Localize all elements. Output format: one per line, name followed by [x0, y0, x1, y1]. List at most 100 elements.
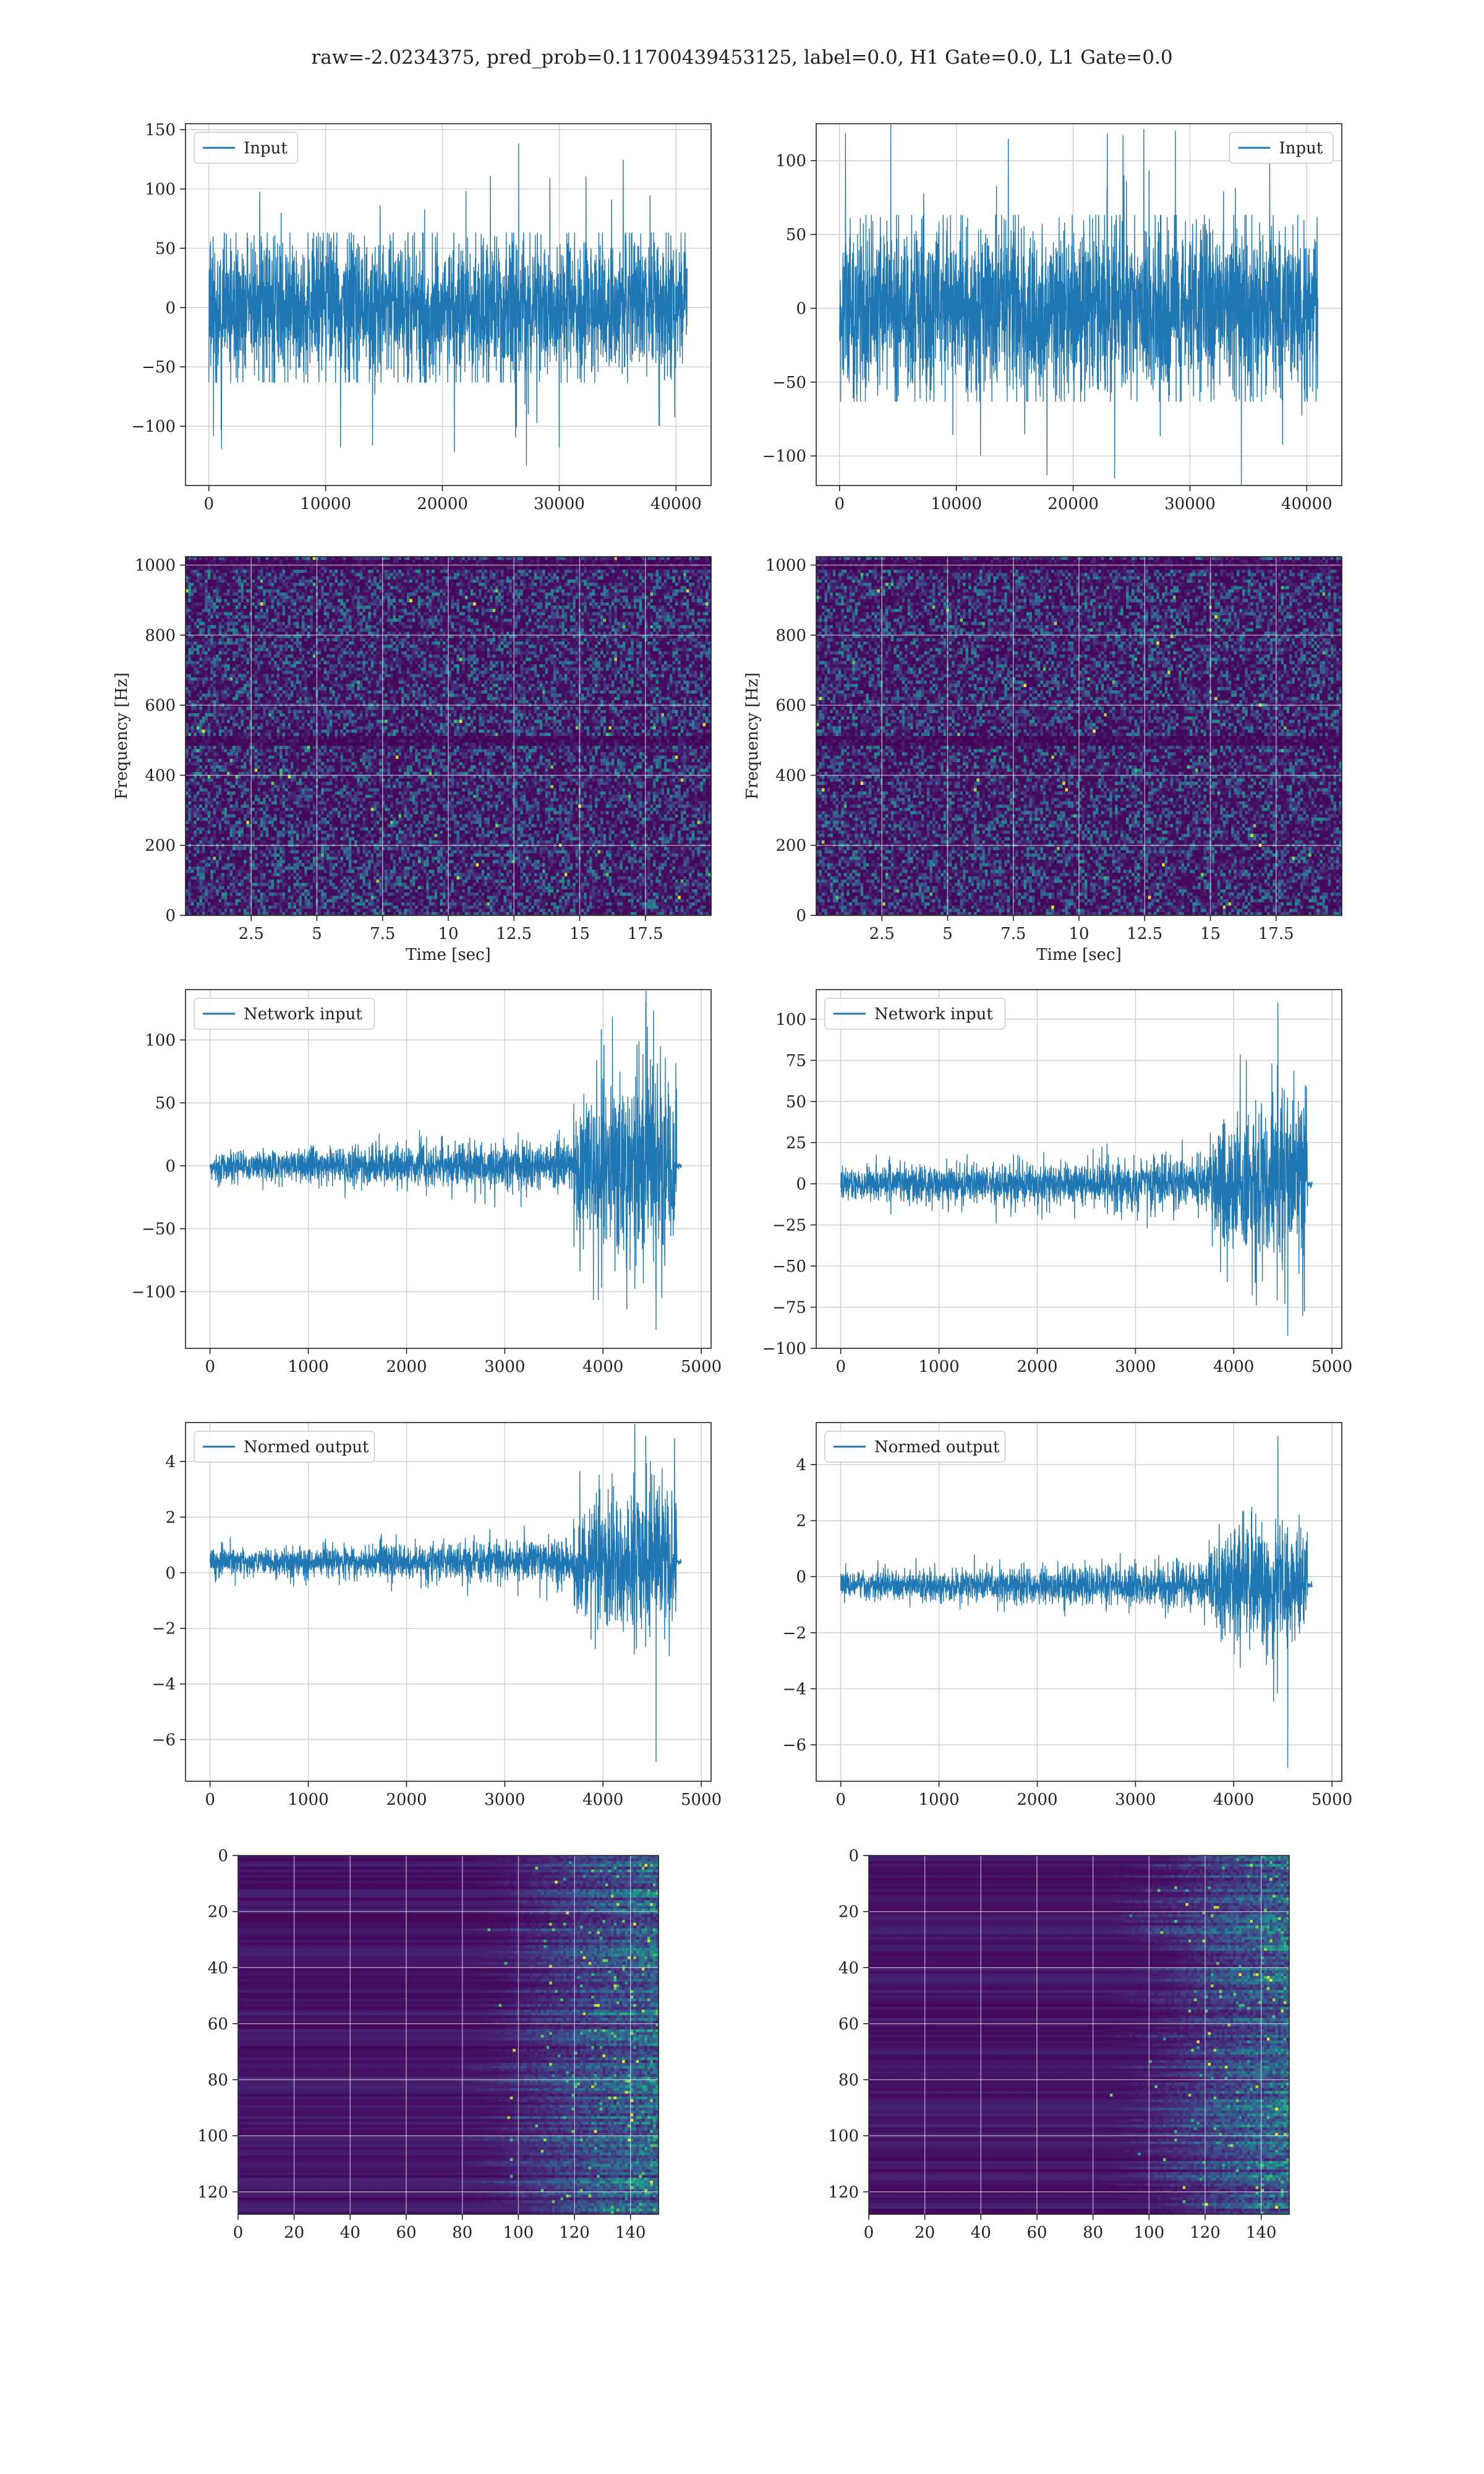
heatmap-cell [706, 567, 709, 570]
heatmap-cell [302, 567, 305, 570]
heatmap-cell [296, 580, 299, 583]
heatmap-cell [465, 583, 468, 586]
heatmap-cell [429, 583, 432, 586]
heatmap-cell [188, 573, 191, 576]
heatmap-cell [277, 557, 280, 560]
heatmap-cell [379, 560, 382, 563]
heatmap-cell [692, 580, 695, 583]
heatmap-cell [581, 583, 584, 586]
heatmap-cell [404, 583, 407, 586]
heatmap-cell [567, 567, 570, 570]
heatmap-cell [545, 576, 548, 580]
heatmap-cell [191, 567, 194, 570]
heatmap-cell [266, 570, 269, 573]
heatmap-cell [429, 567, 432, 570]
heatmap-cell [476, 583, 479, 586]
heatmap-cell [326, 583, 330, 586]
heatmap-cell [396, 570, 399, 573]
heatmap-cell [471, 560, 474, 563]
heatmap-cell [349, 560, 352, 563]
heatmap-cell [288, 576, 291, 580]
heatmap-cell [443, 560, 446, 563]
heatmap-cell [642, 576, 645, 580]
heatmap-cell [531, 573, 534, 576]
heatmap-cell [584, 576, 587, 580]
heatmap-cell [219, 573, 222, 576]
heatmap-cell [349, 576, 352, 580]
heatmap-cell [479, 570, 482, 573]
heatmap-cell [299, 557, 302, 560]
heatmap-cell [437, 573, 440, 576]
heatmap-cell [321, 573, 324, 576]
heatmap-cell [236, 580, 239, 583]
heatmap-cell [631, 583, 634, 586]
heatmap-cell [476, 557, 479, 560]
heatmap-cell [490, 567, 493, 570]
heatmap-cell [540, 583, 543, 586]
heatmap-cell [202, 567, 205, 570]
heatmap-cell [274, 583, 277, 586]
heatmap-cell [642, 557, 645, 560]
heatmap-cell [670, 557, 673, 560]
heatmap-cell [647, 576, 650, 580]
heatmap-cell [368, 567, 371, 570]
heatmap-cell [678, 567, 681, 570]
heatmap-cell [565, 576, 568, 580]
heatmap-cell [271, 570, 275, 573]
heatmap-cell [659, 557, 662, 560]
heatmap-cell [373, 567, 377, 570]
heatmap-cell [330, 557, 333, 560]
heatmap-cell [415, 560, 418, 563]
panel-input-h1: 0 10000 20000 30000 40000−100−50050100150Inp… [132, 121, 711, 513]
heatmap-cell [476, 580, 479, 583]
heatmap-cell [498, 570, 501, 573]
heatmap-cell [659, 573, 662, 576]
heatmap-cell [191, 580, 194, 583]
heatmap-cell [396, 573, 399, 576]
heatmap-cell [612, 560, 615, 563]
heatmap-cell [208, 557, 211, 560]
heatmap-cell [404, 576, 407, 580]
heatmap-cell [647, 557, 650, 560]
heatmap-cell [266, 557, 269, 560]
heatmap-cell [473, 567, 476, 570]
heatmap-cell [232, 580, 236, 583]
heatmap-cell [266, 576, 269, 580]
heatmap-cell [556, 567, 559, 570]
heatmap-cell [537, 560, 540, 563]
heatmap-cell [501, 567, 504, 570]
heatmap-cell [429, 557, 432, 560]
heatmap-cell [561, 567, 565, 570]
heatmap-cell [279, 557, 283, 560]
heatmap-cell [230, 580, 233, 583]
heatmap-cell [324, 560, 327, 563]
heatmap-cell [661, 557, 664, 560]
heatmap-cell [518, 580, 521, 583]
heatmap-cell [365, 576, 369, 580]
heatmap-cell [570, 583, 573, 586]
heatmap-cell [551, 557, 554, 560]
heatmap-cell [238, 570, 241, 573]
heatmap-cell [432, 570, 435, 573]
heatmap-cell [307, 576, 310, 580]
heatmap-cell [302, 570, 305, 573]
heatmap-cell [257, 583, 260, 586]
heatmap-cell [318, 580, 322, 583]
heatmap-cell [620, 567, 623, 570]
heatmap-cell [600, 557, 603, 560]
heatmap-cell [241, 583, 244, 586]
heatmap-cell [335, 567, 338, 570]
heatmap-cell [354, 567, 357, 570]
heatmap-cell [213, 573, 216, 576]
heatmap-cell [236, 560, 239, 563]
heatmap-cell [268, 580, 271, 583]
heatmap-cell [219, 567, 222, 570]
heatmap-cell [257, 557, 260, 560]
heatmap-cell [498, 557, 501, 560]
heatmap-cell [216, 560, 219, 563]
heatmap-cell [501, 570, 504, 573]
heatmap-cell [639, 580, 642, 583]
heatmap-cell [362, 576, 365, 580]
heatmap-cell [357, 583, 360, 586]
heatmap-cell [266, 560, 269, 563]
